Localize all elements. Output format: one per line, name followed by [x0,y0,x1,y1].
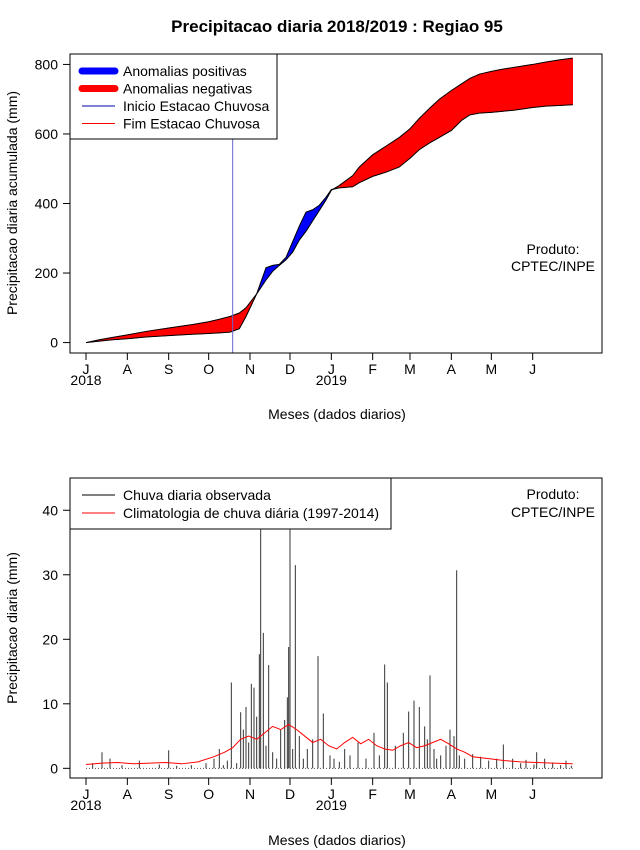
bottom-legend-box [69,477,392,530]
top-x-tick-label: A [123,361,133,377]
legend-label-end: Fim Estacao Chuvosa [123,116,260,132]
top-y-tick-label: 400 [35,196,59,212]
bottom-x-tick-label: M [404,786,416,802]
top-x-tick-label: M [404,361,416,377]
negative-anomaly-band [571,57,573,106]
bottom-year-label: 2018 [70,797,101,813]
bottom-x-axis-label: Meses (dados diarios) [268,832,406,848]
top-x-tick-label: D [285,361,295,377]
top-x-tick-label: F [368,361,377,377]
top-chart-title: Precipitacao diaria 2018/2019 : Regiao 9… [171,17,503,36]
top-x-tick-label: M [485,361,497,377]
bottom-annotation-line1: Produto: [527,486,580,502]
bottom-x-tick-label: J [328,786,335,802]
top-y-axis-label: Precipitacao diaria acumulada (mm) [4,91,20,315]
bottom-x-tick-label: A [123,786,133,802]
legend-label-climatology: Climatologia de chuva diária (1997-2014) [123,505,379,521]
observed-accumulated-line [85,104,573,344]
top-plot-frame [69,53,603,354]
top-y-tick-label: 200 [35,265,59,281]
bottom-x-tick-label: A [447,786,457,802]
top-annotation-line1: Produto: [527,241,580,257]
climatology-daily-line [85,723,573,765]
top-year-label: 2019 [316,372,347,388]
legend-label-positive: Anomalias positivas [123,63,247,79]
bottom-x-tick-label: J [83,786,90,802]
top-annotation-line2: CPTEC/INPE [511,258,595,274]
bottom-y-tick-label: 40 [42,502,58,518]
top-x-tick-label: J [529,361,536,377]
bottom-x-tick-label: N [245,786,255,802]
legend-label-start: Inicio Estacao Chuvosa [123,98,270,114]
top-x-axis-label: Meses (dados diarios) [268,406,406,422]
top-y-tick-label: 0 [50,335,58,351]
bottom-x-tick-label: D [285,786,295,802]
bottom-x-tick-label: M [485,786,497,802]
top-legend: Anomalias positivas Anomalias negativas … [69,53,278,140]
bottom-year-label: 2019 [316,797,347,813]
observed-bars [85,529,573,769]
bottom-legend: Chuva diaria observada Climatologia de c… [69,477,392,530]
top-x-tick-label: S [164,361,173,377]
bottom-y-axis-label: Precipitacao diaria (mm) [4,552,20,704]
bottom-y-tick-label: 0 [50,760,58,776]
top-x-tick-label: A [447,361,457,377]
top-y-tick-label: 600 [35,126,59,142]
bottom-x-tick-label: J [529,786,536,802]
top-year-label: 2018 [70,372,101,388]
bottom-x-tick-label: S [164,786,173,802]
bottom-annotation-line2: CPTEC/INPE [511,504,595,520]
top-y-tick-label: 800 [35,56,59,72]
bottom-y-tick-label: 20 [42,631,58,647]
top-x-tick-label: J [83,361,90,377]
top-x-tick-label: N [245,361,255,377]
climatology-accumulated-line [85,57,573,344]
bottom-x-tick-label: F [368,786,377,802]
top-x-tick-label: O [203,361,214,377]
bottom-y-tick-label: 30 [42,567,58,583]
legend-label-negative: Anomalias negativas [123,81,252,97]
legend-label-observed: Chuva diaria observada [123,487,271,503]
bottom-y-tick-label: 10 [42,696,58,712]
top-x-tick-label: J [328,361,335,377]
bottom-x-tick-label: O [203,786,214,802]
